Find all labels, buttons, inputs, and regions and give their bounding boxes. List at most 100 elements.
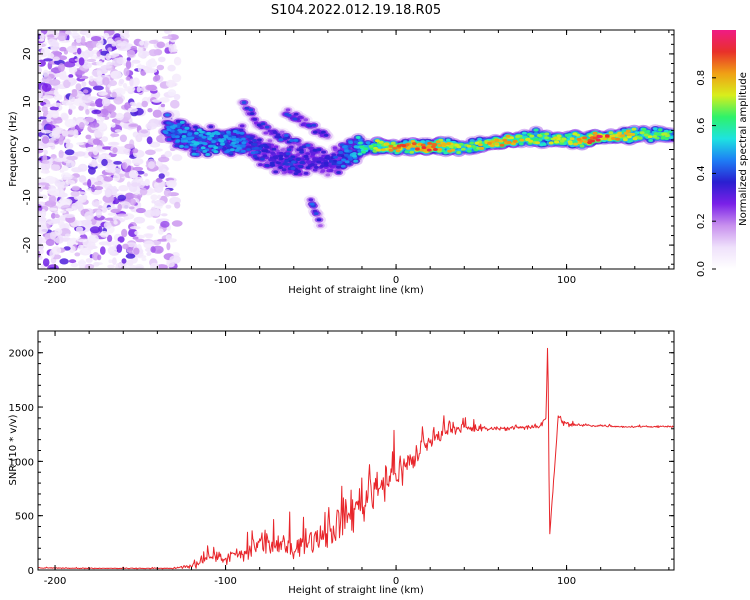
heatmap-cell (42, 95, 54, 100)
heatmap-cell (47, 110, 59, 115)
heatmap-cell (300, 123, 306, 127)
heatmap-cell (101, 136, 109, 143)
heatmap-cell (126, 49, 136, 58)
heatmap-cell (272, 166, 278, 170)
heatmap-cell (42, 258, 50, 267)
heatmap-cell (252, 139, 257, 142)
heatmap-cell (248, 136, 254, 140)
heatmap-cell (150, 262, 159, 269)
heatmap-cell (201, 138, 207, 142)
heatmap-cell (241, 137, 246, 141)
heatmap-cell (63, 79, 71, 89)
heatmap-cell (132, 148, 139, 154)
heatmap-cell (166, 138, 172, 141)
heatmap-cell (107, 47, 113, 52)
heatmap-cell (38, 105, 41, 111)
heatmap-cell (72, 30, 78, 34)
heatmap-cell (124, 143, 135, 150)
heatmap-cell (226, 130, 231, 134)
heatmap-cell (40, 47, 51, 57)
heatmap-cell (304, 157, 310, 161)
heatmap-cell (340, 164, 346, 168)
heatmap-cell (114, 87, 126, 96)
heatmap-cell (47, 52, 55, 59)
heatmap-cell (175, 135, 180, 139)
heatmap-cell (323, 161, 329, 165)
heatmap-cell (136, 86, 142, 93)
heatmap-cell (107, 234, 113, 242)
heatmap-cell (281, 168, 287, 172)
heatmap-cell (275, 149, 280, 153)
heatmap-cell (71, 185, 80, 191)
heatmap-cell (135, 134, 143, 143)
heatmap-cell (106, 38, 114, 44)
heatmap-cell (310, 154, 315, 158)
heatmap-cell (299, 150, 304, 154)
heatmap-cell (96, 60, 103, 66)
heatmap-cell (303, 171, 309, 175)
heatmap-cell (270, 151, 275, 155)
heatmap-cell (241, 101, 247, 104)
heatmap-cell (132, 77, 140, 86)
heatmap-cell (282, 137, 288, 141)
heatmap-cell (56, 200, 63, 208)
heatmap-cell (54, 228, 63, 236)
heatmap-cell (271, 147, 277, 151)
heatmap-cell (117, 236, 125, 243)
heatmap-cell (165, 113, 170, 117)
heatmap-cell (38, 210, 43, 214)
heatmap-cell (55, 180, 61, 184)
heatmap-cell (158, 173, 165, 180)
heatmap-cell (119, 134, 127, 143)
heatmap-cell (125, 60, 132, 69)
heatmap-cell (148, 39, 159, 44)
heatmap-cell (129, 198, 136, 206)
heatmap-cell (219, 131, 225, 135)
heatmap-cell (68, 108, 73, 115)
figure-title: S104.2022.012.19.18.R05 (271, 3, 441, 18)
heatmap-cell (310, 163, 315, 167)
heatmap-cell (103, 32, 110, 39)
heatmap-cell (253, 121, 259, 125)
heatmap-cell (105, 53, 111, 61)
heatmap-cell (101, 91, 109, 96)
heatmap-cell (160, 103, 166, 108)
heatmap-cell (295, 153, 301, 157)
heatmap-cell (184, 123, 190, 127)
heatmap-cell (48, 195, 57, 203)
heatmap-cell (249, 112, 255, 116)
heatmap-cell (155, 264, 168, 269)
heatmap-cell (129, 226, 141, 230)
heatmap-noise-layer (38, 30, 183, 269)
heatmap-cell (91, 199, 100, 207)
heatmap-cell (91, 158, 97, 168)
heatmap-cell (114, 129, 122, 133)
heatmap-cell (118, 185, 129, 192)
heatmap-cell (82, 62, 92, 69)
heatmap-cell (164, 30, 170, 34)
heatmap-cell (310, 152, 316, 156)
heatmap-cell (168, 43, 174, 53)
heatmap-cell (264, 125, 270, 129)
heatmap-cell (267, 139, 273, 143)
heatmap-cell (72, 98, 84, 104)
heatmap-cell (147, 108, 153, 113)
heatmap-cell (140, 181, 150, 186)
heatmap-cell (61, 130, 69, 137)
heatmap-cell (160, 220, 170, 228)
heatmap-cell (128, 206, 135, 210)
heatmap-cell (80, 219, 93, 226)
heatmap-cell (150, 194, 158, 201)
heatmap-cell (252, 143, 258, 146)
heatmap-cell (157, 194, 162, 199)
heatmap-cell (47, 34, 56, 38)
heatmap-cell (40, 129, 52, 134)
heatmap-cell (96, 175, 104, 182)
heatmap-cell (103, 176, 114, 182)
heatmap-cell (107, 212, 116, 216)
heatmap-cell (244, 106, 250, 110)
heatmap-cell (148, 161, 155, 170)
heatmap-cell (151, 209, 161, 217)
heatmap-cell (286, 148, 292, 152)
heatmap-cell (140, 129, 149, 134)
